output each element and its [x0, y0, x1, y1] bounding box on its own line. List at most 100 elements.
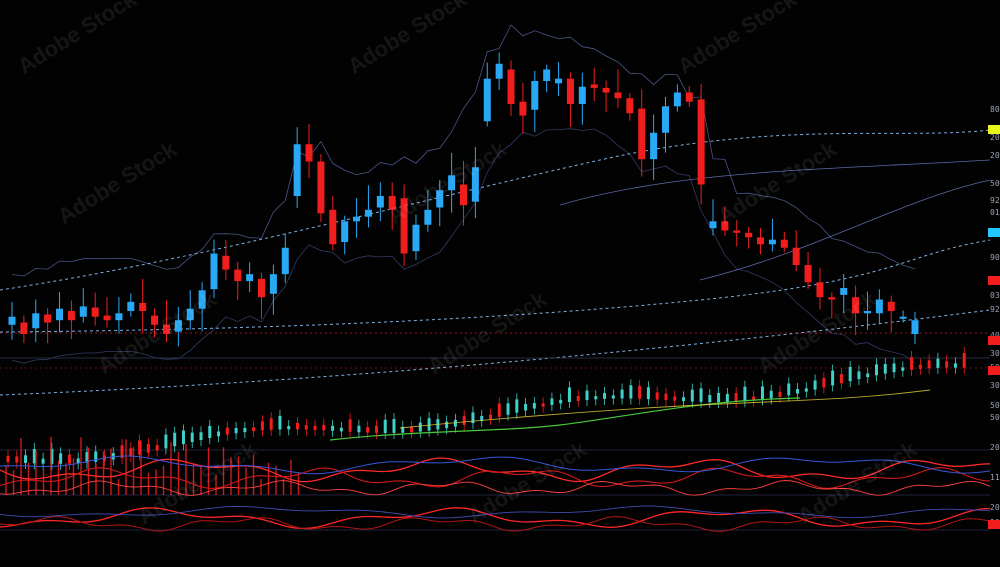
candle-body: [353, 216, 361, 222]
mini-candle-body: [111, 453, 115, 460]
axis-tick-label: 92: [990, 305, 1000, 314]
mini-candle-body: [664, 393, 668, 401]
candle-body: [186, 308, 194, 321]
mini-candle-body: [138, 440, 142, 455]
candle-body: [828, 297, 836, 300]
mini-candle-body: [699, 388, 703, 402]
mini-candle-body: [287, 425, 291, 430]
candle-body: [364, 209, 372, 217]
mini-candle-body: [655, 392, 659, 400]
mini-candle-body: [383, 419, 387, 434]
axis-marker: [988, 366, 1000, 375]
mini-candle-body: [883, 364, 887, 374]
mini-candle-body: [541, 403, 545, 407]
candle-body: [281, 247, 289, 275]
candle-body: [840, 288, 848, 295]
mini-candle-body: [243, 427, 247, 433]
candle-body: [305, 144, 313, 162]
candle-body: [745, 232, 753, 238]
candle-body: [733, 230, 741, 233]
candle-body: [697, 99, 705, 185]
candle-body: [20, 322, 28, 334]
mini-candle-body: [418, 422, 422, 432]
candle-body: [341, 221, 349, 242]
candle-body: [198, 290, 206, 309]
candle-body: [543, 69, 551, 81]
candle-body: [56, 308, 64, 321]
axis-marker: [988, 336, 1000, 345]
mini-candle-body: [550, 398, 554, 405]
mini-candle-body: [76, 458, 80, 464]
candle-body: [103, 315, 111, 321]
axis-tick-label: 20: [990, 133, 1000, 142]
mini-candle-body: [734, 392, 738, 402]
oscillator-panel: [0, 389, 991, 532]
mini-candle-body: [936, 358, 940, 368]
candle-body: [79, 306, 87, 317]
mini-candle-body: [6, 455, 10, 462]
candle-body: [899, 316, 907, 319]
candle-body: [673, 92, 681, 107]
candle-body: [448, 175, 456, 191]
candle-body: [875, 299, 883, 314]
axis-tick-label: 20: [990, 443, 1000, 452]
candle-body: [863, 311, 871, 314]
candle-body: [566, 78, 574, 104]
candle-body: [246, 274, 254, 282]
mini-candle-body: [181, 430, 185, 445]
mini-candle-body: [269, 418, 273, 430]
mini-candle-body: [339, 427, 343, 432]
dashed-trend-line: [0, 239, 991, 333]
candle-body: [258, 278, 266, 298]
candle-body: [650, 132, 658, 160]
axis-marker: [988, 276, 1000, 285]
mini-candle-body: [910, 357, 914, 370]
axis-tick-label: 20: [990, 151, 1000, 160]
mini-candle-body: [532, 403, 536, 409]
axis-tick-label: 30: [990, 381, 1000, 390]
mini-candle-body: [252, 427, 256, 432]
upper-band-line: [11, 24, 916, 277]
candle-body: [293, 144, 301, 196]
mini-candle-body: [559, 399, 563, 404]
mini-candle-body: [690, 389, 694, 402]
candle-body: [436, 190, 444, 208]
axis-marker: [988, 125, 1000, 134]
mini-candle-body: [725, 393, 729, 403]
mini-candle-body: [927, 360, 931, 369]
mini-candle-body: [497, 403, 501, 417]
mini-candle-body: [32, 448, 36, 464]
candle-body: [721, 221, 729, 231]
mini-candle-body: [348, 419, 352, 432]
mini-candle-body: [673, 396, 677, 401]
axis-tick-label: 01: [990, 208, 1000, 217]
candle-body: [317, 161, 325, 214]
candle-body: [483, 78, 491, 122]
candle-body: [424, 209, 432, 225]
mini-candle-body: [901, 367, 905, 371]
mini-candle-body: [489, 414, 492, 420]
mini-candle-body: [94, 451, 98, 462]
price-candles: [8, 52, 919, 347]
axis-tick-label: 50: [990, 413, 1000, 422]
axis-marker: [988, 228, 1000, 237]
candle-body: [887, 301, 895, 311]
candle-body: [602, 87, 610, 93]
mini-candle-body: [620, 389, 624, 399]
mini-candle-body: [366, 427, 370, 433]
candle-body: [531, 81, 539, 110]
candle-body: [91, 307, 99, 317]
mini-candle-body: [603, 393, 607, 399]
candle-body: [816, 282, 824, 298]
candle-body: [174, 320, 182, 332]
mini-candle-body: [769, 390, 773, 399]
mini-candle-body: [576, 396, 580, 401]
mini-candle-body: [857, 371, 861, 380]
candle-body: [115, 313, 123, 321]
mini-candle-body: [296, 422, 299, 430]
mini-candle-body: [173, 432, 177, 447]
mini-candle-body: [304, 424, 308, 430]
mini-candle-body: [848, 366, 852, 382]
mini-candle-body: [962, 352, 966, 368]
upper-band-line: [559, 159, 991, 206]
